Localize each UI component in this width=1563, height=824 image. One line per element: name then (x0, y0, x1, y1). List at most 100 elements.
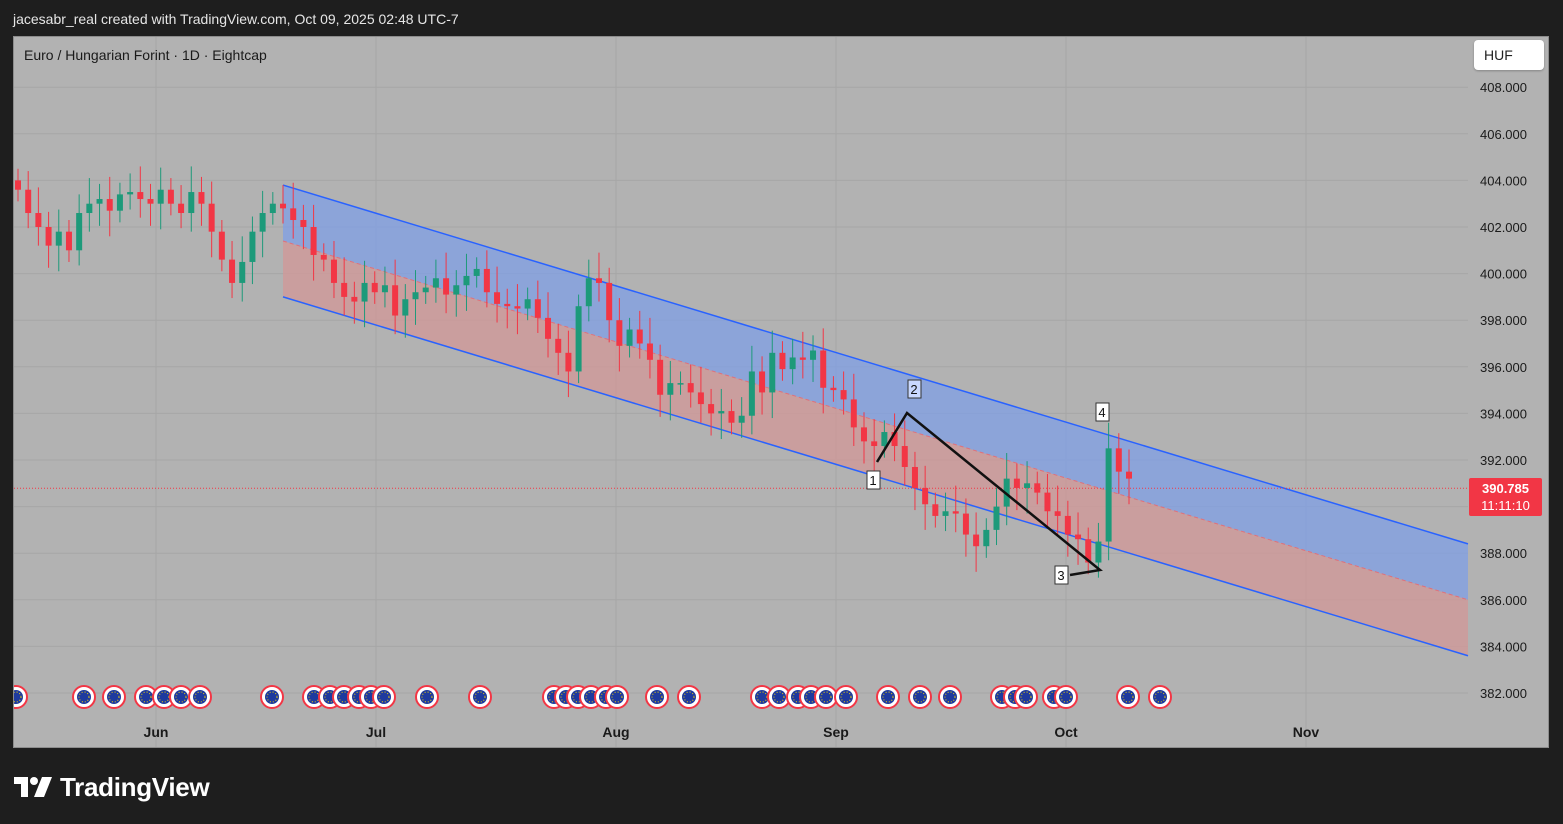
price-axis-label: 404.000 (1480, 173, 1527, 188)
wave-label-box (1095, 402, 1110, 422)
eu-flag-stars (1020, 691, 1032, 703)
candle-body (810, 350, 817, 360)
candle-body (901, 446, 908, 467)
candle-body (952, 511, 959, 514)
candle-body (483, 268, 490, 293)
last-price-label: 390.785 11:11:10 (1469, 478, 1542, 516)
wave-label-box (866, 470, 881, 490)
candle-body (249, 231, 256, 262)
candle-body (840, 390, 847, 400)
candle-body (35, 213, 42, 227)
wave-path (875, 411, 1103, 577)
currency-selector-button[interactable]: HUF (1474, 40, 1544, 70)
candle-body (443, 278, 450, 295)
eu-flag-stars (14, 691, 22, 703)
eu-flag-stars (266, 691, 278, 703)
candle-body (330, 259, 337, 283)
candle-body (922, 487, 929, 505)
brand: TradingView (14, 770, 210, 804)
price-axis-label: 402.000 (1480, 220, 1527, 235)
candle-body (422, 287, 429, 293)
candle-body (300, 220, 307, 227)
eu-flag-stars (683, 691, 695, 703)
candle-body (616, 320, 623, 346)
candle-body (728, 411, 735, 423)
candle-body (799, 357, 806, 360)
candle-body (65, 231, 72, 251)
brand-name: TradingView (60, 771, 210, 802)
candle-body (891, 432, 898, 447)
eu-flag-stars (1122, 691, 1134, 703)
price-axis-label: 386.000 (1480, 593, 1527, 608)
time-axis-label: Nov (1293, 724, 1320, 740)
candle-body (392, 285, 399, 316)
candle-body (1013, 478, 1020, 488)
wave-label: 2 (910, 382, 917, 397)
tradingview-logo-icon (14, 777, 52, 797)
candle-body (341, 282, 348, 297)
wave-label-box (1054, 565, 1069, 585)
wave-label-box (907, 379, 922, 399)
candle-body (218, 231, 225, 260)
wave-label: 4 (1098, 405, 1105, 420)
candle-body (1095, 541, 1102, 563)
candle-body (55, 231, 62, 246)
candle-body (1064, 515, 1071, 535)
candle-body (789, 357, 796, 370)
candle-body (45, 227, 52, 246)
candle-body (106, 199, 113, 211)
last-price-value: 390.785 (1482, 481, 1529, 496)
price-chart[interactable]: 408.000 406.000 404.000 402.000 400.000 398.0… (14, 37, 1549, 748)
candle-body (1085, 539, 1092, 563)
candle-body (983, 529, 990, 547)
channel-upper-fill (283, 185, 1468, 600)
eu-flag-stars (194, 691, 206, 703)
eu-flag-stars (882, 691, 894, 703)
time-axis-label: Sep (823, 724, 849, 740)
candle-body (259, 213, 266, 232)
candle-body (310, 227, 317, 255)
candle-body (198, 192, 205, 204)
candle-body (585, 278, 592, 307)
candle-body (351, 296, 358, 302)
channel-upper-line (282, 184, 1469, 545)
chart-pane[interactable]: 408.000 406.000 404.000 402.000 400.000 398.0… (13, 36, 1549, 748)
candle-body (361, 282, 368, 302)
candle-body (494, 292, 501, 304)
eu-flag-stars (840, 691, 852, 703)
candle-body (667, 383, 674, 395)
price-axis-label: 408.000 (1480, 80, 1527, 95)
candle-body (677, 383, 684, 385)
price-axis-label: 398.000 (1480, 313, 1527, 328)
price-axis-label: 400.000 (1480, 267, 1527, 282)
price-axis-label: 396.000 (1480, 360, 1527, 375)
eu-flag-stars (820, 691, 832, 703)
candle-body (860, 427, 867, 442)
candle-body (167, 189, 174, 204)
price-axis-label: 388.000 (1480, 546, 1527, 561)
candle-body (626, 329, 633, 346)
candle-body (850, 399, 857, 428)
candle-body (147, 199, 154, 204)
candle-body (402, 299, 409, 316)
candle-body (96, 199, 103, 204)
snapshot-credit: jacesabr_real created with TradingView.c… (13, 11, 459, 27)
eu-flag-stars (175, 691, 187, 703)
candle-body (320, 254, 327, 260)
candle-body (993, 506, 1000, 530)
candle-body (432, 278, 439, 288)
candle-body (280, 203, 287, 209)
candle-body (687, 383, 694, 393)
candle-body (86, 203, 93, 214)
candle-body (178, 203, 185, 214)
eu-flag-stars (378, 691, 390, 703)
candle-body (555, 338, 562, 353)
candle-body (381, 285, 388, 293)
candle-body (534, 299, 541, 318)
eu-flag-stars (421, 691, 433, 703)
time-axis-label: Aug (602, 724, 629, 740)
eu-flag-stars (1154, 691, 1166, 703)
time-axis-label: Jun (144, 724, 169, 740)
candle-body (1054, 511, 1061, 516)
candle-body (769, 352, 776, 393)
